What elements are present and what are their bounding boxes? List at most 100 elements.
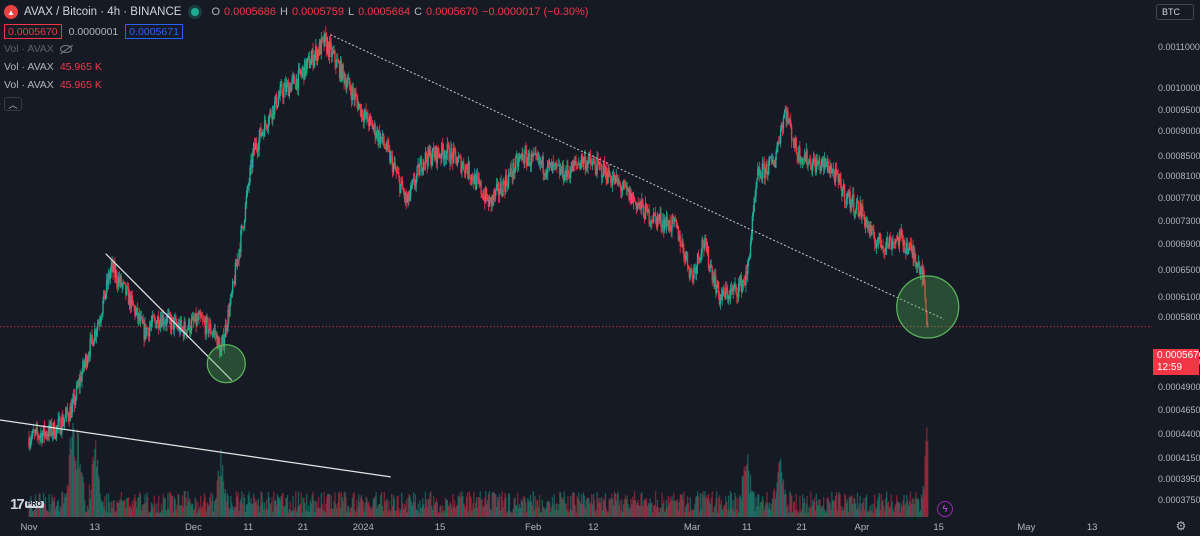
volume-bar (405, 500, 407, 517)
volume-bar (331, 508, 333, 517)
candle-body (244, 203, 247, 221)
gear-icon[interactable]: ⚙ (1175, 519, 1187, 533)
volume-bar (296, 511, 298, 517)
volume-bar (321, 503, 323, 517)
candle-body (155, 320, 157, 328)
candle-body (694, 267, 696, 269)
volume-bar (87, 509, 90, 517)
volume-bar (907, 500, 909, 517)
candle-body (630, 189, 632, 204)
candle-body (732, 288, 734, 292)
volume-bar (253, 493, 255, 517)
volume-bar (883, 505, 885, 517)
candle-body (620, 185, 622, 192)
volume-bar (707, 498, 709, 517)
volume-bar (601, 497, 603, 517)
volume-bar (382, 510, 385, 517)
market-status-icon[interactable] (191, 8, 200, 16)
volume-bar (901, 507, 903, 517)
buy-price-button[interactable]: 0.0005671 (125, 24, 183, 39)
candle-body (913, 252, 915, 259)
candle-body (866, 219, 869, 228)
volume-bar (599, 497, 601, 517)
volume-bar (36, 504, 38, 517)
volume-bar (64, 497, 67, 517)
lightning-icon[interactable]: ϟ (937, 501, 953, 517)
volume-bar (327, 493, 329, 517)
volume-bar (314, 512, 316, 517)
volume-bar (493, 492, 495, 517)
candle-body (639, 201, 641, 204)
candle-body (191, 316, 194, 320)
candle-body (421, 158, 423, 172)
candle-body (418, 164, 420, 176)
eye-hidden-icon[interactable] (59, 45, 72, 53)
candle-body (637, 204, 639, 206)
candle-body (504, 183, 506, 192)
volume-bar (527, 499, 530, 517)
candle-body (273, 105, 275, 115)
volume-bar (579, 500, 581, 517)
volume-bar (266, 509, 269, 517)
candle-body (517, 159, 520, 167)
volume-bar (372, 498, 375, 517)
volume-bar (647, 502, 649, 517)
volume-bar (245, 504, 248, 517)
candle-body (906, 242, 909, 255)
volume-bar (461, 491, 463, 517)
volume-bar (770, 509, 772, 517)
volume-bar (472, 503, 474, 517)
candle-body (660, 213, 662, 227)
candle-body (139, 316, 142, 322)
volume-bar (48, 494, 50, 517)
candle-body (678, 235, 680, 241)
currency-select[interactable]: BTC (1156, 4, 1194, 20)
candle-body (790, 119, 792, 127)
candle-body (879, 232, 881, 240)
volume-bar (306, 493, 308, 517)
candle-body (789, 119, 791, 122)
candle-body (160, 318, 163, 327)
volume-bar (779, 461, 781, 517)
candle-body (567, 165, 569, 174)
volume-bar (339, 508, 342, 517)
volume-bar (672, 500, 674, 517)
indicator-row-hidden[interactable]: Vol · AVAX (4, 41, 588, 57)
candle-body (506, 183, 509, 187)
volume-bar (893, 512, 895, 517)
candle-body (525, 149, 527, 152)
volume-bar (612, 505, 615, 517)
volume-bar (149, 511, 152, 517)
candle-body (679, 235, 681, 246)
candle-body (447, 143, 449, 146)
candle-body (287, 82, 290, 97)
volume-bar (780, 458, 782, 517)
volume-bar (795, 493, 797, 517)
candle-body (867, 225, 870, 228)
symbol-title[interactable]: AVAX / Bitcoin · 4h · BINANCE (24, 6, 182, 18)
sell-price-button[interactable]: 0.0005670 (4, 24, 62, 39)
candle-body (516, 156, 519, 167)
volume-bar (735, 496, 737, 517)
volume-bar (607, 511, 609, 517)
volume-bar (252, 503, 254, 517)
volume-bar (525, 502, 527, 517)
candle-body (57, 419, 59, 427)
volume-bar (138, 491, 141, 517)
volume-bar (198, 509, 200, 517)
candle-body (210, 323, 212, 334)
volume-bar (301, 512, 303, 517)
volume-bar (60, 507, 62, 517)
collapse-legend-button[interactable]: ︿ (4, 97, 22, 111)
candle-body (274, 94, 277, 102)
tradingview-logo[interactable]: 17 PRO (10, 496, 44, 513)
volume-bar (620, 510, 622, 517)
indicator-row[interactable]: Vol · AVAX 45.965 K (4, 77, 588, 93)
symbol-row[interactable]: ▲ AVAX / Bitcoin · 4h · BINANCE O 0.00056… (4, 4, 588, 20)
candle-body (641, 199, 643, 210)
indicator-row[interactable]: Vol · AVAX 45.965 K (4, 59, 588, 75)
candle-body (854, 210, 857, 213)
volume-bar (521, 501, 523, 517)
